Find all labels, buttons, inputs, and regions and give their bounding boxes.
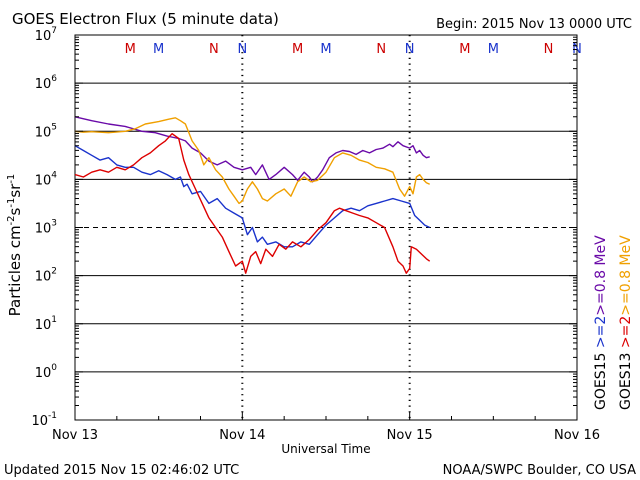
mn-marker: N <box>376 42 386 57</box>
legend-entry: >=0.8 MeV <box>618 235 634 316</box>
data-series <box>74 116 431 274</box>
mn-marker: N <box>544 42 554 57</box>
y-axis-label: Particles cm-2s-1sr-1 <box>6 174 24 317</box>
x-tick-label: Nov 15 <box>387 428 433 443</box>
updated-timestamp: Updated 2015 Nov 15 02:46:02 UTC <box>4 463 239 478</box>
series-line <box>74 117 430 205</box>
y-tick-label: 102 <box>35 267 57 285</box>
y-tick-label: 107 <box>35 26 57 44</box>
x-tick-label: Nov 13 <box>52 428 98 443</box>
x-tick-label: Nov 14 <box>219 428 265 443</box>
x-axis-label: Universal Time <box>281 442 370 456</box>
mn-marker: M <box>320 42 331 57</box>
y-tick-label: 100 <box>35 363 58 381</box>
y-tick-label: 10-1 <box>31 411 57 429</box>
y-axis-ticks: 107 106 105 104 103 102 101 100 10-1 <box>31 26 577 429</box>
legend: GOES15 >=2>=0.8 MeV GOES13 >=2>=0.8 MeV <box>593 235 634 410</box>
mn-marker: M <box>153 42 164 57</box>
mn-marker: N <box>405 42 415 57</box>
x-axis-ticks: Nov 13 Nov 14 Nov 15 Nov 16 <box>52 412 600 443</box>
series-line <box>74 116 430 183</box>
legend-entry: >=2 <box>618 316 634 353</box>
decade-gridlines <box>75 82 577 373</box>
legend-column: GOES15 >=2>=0.8 MeV <box>593 235 609 410</box>
mn-marker: N <box>237 42 247 57</box>
legend-column: GOES13 >=2>=0.8 MeV <box>618 235 634 410</box>
y-tick-label: 106 <box>35 74 58 92</box>
legend-entry: GOES13 <box>618 353 634 410</box>
credit-label: NOAA/SWPC Boulder, CO USA <box>443 463 636 478</box>
y-tick-label: 104 <box>35 170 58 188</box>
series-line <box>74 133 431 274</box>
mn-marker: M <box>488 42 499 57</box>
mn-marker: M <box>292 42 303 57</box>
series-line <box>74 145 431 248</box>
mn-marker: N <box>209 42 219 57</box>
x-tick-label: Nov 16 <box>554 428 600 443</box>
legend-entry: >=0.8 MeV <box>593 235 609 316</box>
legend-entry: >=2 <box>593 316 609 353</box>
begin-label: Begin: 2015 Nov 13 0000 UTC <box>436 17 632 32</box>
chart-title: GOES Electron Flux (5 minute data) <box>12 10 279 28</box>
y-tick-label: 105 <box>35 122 57 140</box>
mn-marker: M <box>459 42 470 57</box>
mn-marker: M <box>125 42 136 57</box>
y-tick-label: 101 <box>35 315 57 333</box>
legend-entry: GOES15 <box>593 353 609 410</box>
y-tick-label: 103 <box>35 219 57 237</box>
